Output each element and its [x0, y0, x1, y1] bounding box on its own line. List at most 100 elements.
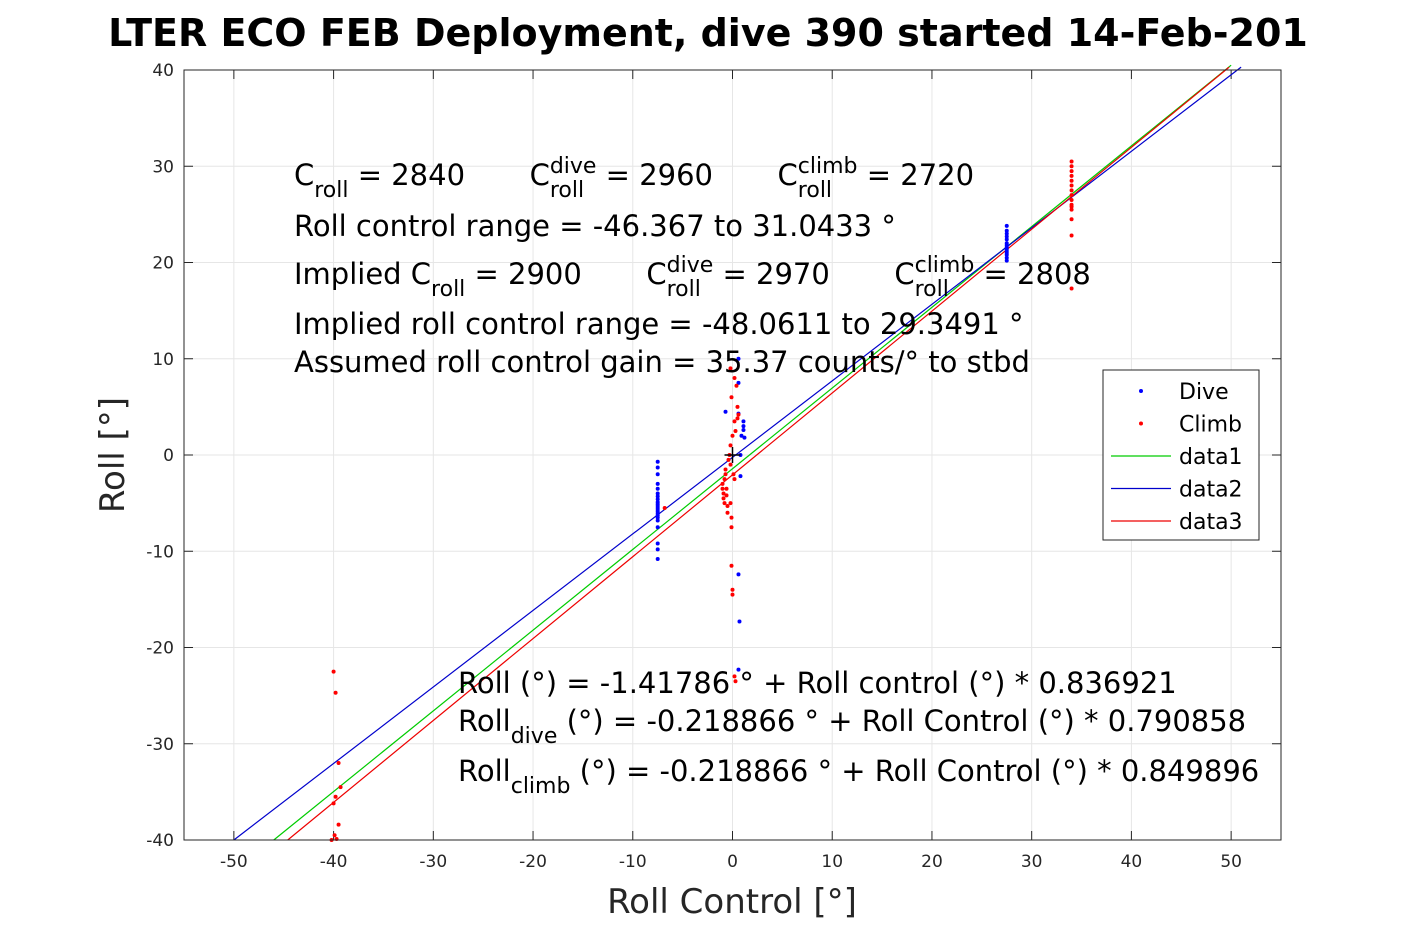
annotation-segment: dive — [550, 154, 597, 179]
point-dive — [1004, 223, 1009, 228]
point-climb — [331, 669, 336, 674]
point-climb — [722, 501, 727, 506]
point-climb — [728, 501, 733, 506]
point-climb — [732, 477, 737, 482]
annotation-segment: Roll — [458, 704, 511, 738]
point-dive — [655, 472, 660, 477]
annotation-segment: roll — [915, 277, 949, 302]
legend-marker-dive — [1139, 389, 1143, 393]
point-climb — [733, 428, 738, 433]
point-dive — [655, 494, 660, 499]
point-climb — [728, 462, 733, 467]
point-dive — [736, 380, 741, 385]
y-tick-label: 40 — [152, 61, 174, 81]
point-climb — [338, 785, 343, 790]
annotation-segment: roll — [314, 178, 348, 203]
annotation-segment: Roll (°) = -1.41786 ° + Roll control (°)… — [458, 666, 1177, 700]
point-dive — [655, 525, 660, 530]
point-climb — [722, 477, 727, 482]
x-tick-label: 10 — [821, 852, 843, 872]
annotation-segment: = 2720 — [858, 158, 975, 192]
x-tick-label: -20 — [519, 852, 547, 872]
annotation-segment: dive — [667, 253, 714, 278]
point-dive — [723, 409, 728, 414]
point-dive — [1004, 228, 1009, 233]
annotation-segment: dive — [511, 724, 558, 749]
point-climb — [724, 493, 729, 498]
top-annotation-line: Implied roll control range = -48.0611 to… — [294, 307, 1024, 341]
x-tick-label: -50 — [220, 852, 248, 872]
point-climb — [332, 833, 337, 838]
point-dive — [741, 424, 746, 429]
point-climb — [720, 481, 725, 486]
point-climb — [720, 486, 725, 491]
point-climb — [721, 496, 726, 501]
bottom-annotation-line: Rollclimb (°) = -0.218866 ° + Roll Contr… — [458, 754, 1259, 799]
point-dive — [736, 572, 741, 577]
point-climb — [721, 491, 726, 496]
point-climb — [723, 467, 728, 472]
top-annotation-line: Roll control range = -46.367 to 31.0433 … — [294, 209, 896, 243]
point-climb — [331, 801, 336, 806]
point-climb — [729, 563, 734, 568]
axes-box — [183, 69, 1282, 841]
point-dive — [741, 419, 746, 424]
calibration-annotations: Croll = 2840 Cdive roll = 2960 Cclimb roll… — [294, 154, 1091, 379]
point-climb — [732, 376, 737, 380]
top-annotation-line: Assumed roll control gain = 35.37 counts… — [294, 345, 1030, 379]
origin-marker — [724, 447, 741, 463]
y-tick-label: 10 — [152, 350, 174, 370]
annotation-segment: roll — [431, 277, 465, 302]
point-climb — [730, 433, 735, 438]
point-climb — [1069, 233, 1074, 238]
legend-marker-climb — [1139, 421, 1143, 426]
bottom-annotation-line: Rolldive (°) = -0.218866 ° + Roll Contro… — [458, 704, 1246, 749]
annotation-segment: Roll — [458, 754, 511, 788]
point-climb — [736, 412, 741, 417]
point-dive — [1004, 258, 1009, 263]
point-dive — [655, 547, 660, 552]
y-axis-label: Roll [°] — [93, 397, 133, 513]
point-dive — [1004, 234, 1009, 239]
point-dive — [742, 435, 747, 440]
point-climb — [735, 416, 740, 421]
legend-label-data2: data2 — [1179, 478, 1243, 503]
point-climb — [1069, 286, 1074, 291]
annotation-segment: Implied roll control range = -48.0611 to… — [294, 307, 1024, 341]
y-tick-label: -10 — [146, 542, 174, 562]
point-climb — [1069, 188, 1074, 193]
annotation-segment: roll — [667, 277, 701, 302]
point-dive — [655, 556, 660, 561]
point-climb — [730, 592, 735, 597]
annotation-segment: climb — [798, 154, 858, 179]
point-climb — [1069, 164, 1074, 169]
point-climb — [729, 395, 734, 400]
point-dive — [655, 497, 660, 502]
x-tick-label: -10 — [619, 852, 647, 872]
point-climb — [735, 404, 740, 409]
point-dive — [655, 491, 660, 496]
x-tick-label: 40 — [1121, 852, 1143, 872]
point-climb — [333, 794, 338, 799]
point-climb — [1069, 173, 1074, 178]
x-tick-label: 0 — [727, 852, 738, 872]
point-climb — [729, 525, 734, 530]
point-dive — [655, 541, 660, 546]
annotation-segment: = 2808 — [974, 257, 1091, 291]
point-climb — [725, 504, 730, 509]
point-climb — [734, 383, 739, 388]
x-tick-label: 50 — [1220, 852, 1242, 872]
point-climb — [1069, 197, 1074, 202]
point-climb — [725, 510, 730, 515]
point-climb — [1069, 169, 1074, 174]
point-dive — [1004, 252, 1009, 257]
y-tick-label: -40 — [146, 831, 174, 851]
top-annotation-line: Croll = 2840 Cdive roll = 2960 Cclimb roll… — [294, 154, 974, 203]
point-climb — [333, 690, 338, 695]
x-tick-label: 20 — [921, 852, 943, 872]
annotation-segment: = 2840 C — [349, 158, 550, 192]
point-dive — [655, 518, 660, 523]
annotation-segment: Implied C — [294, 257, 431, 291]
point-climb — [1069, 207, 1074, 212]
point-dive — [738, 474, 743, 479]
